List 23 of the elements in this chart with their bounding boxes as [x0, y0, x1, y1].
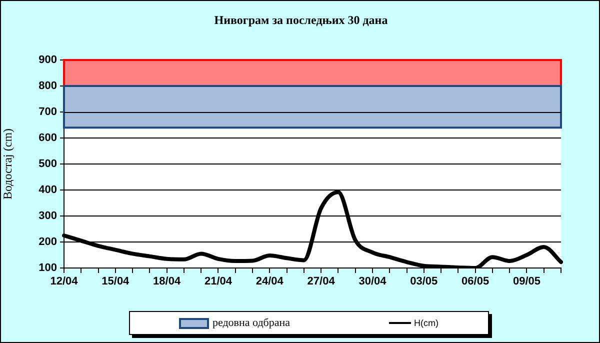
y-tick-label: 700 [38, 106, 57, 118]
x-tick-label: 15/04 [102, 276, 130, 288]
y-tick-label: 900 [38, 54, 57, 66]
y-tick-label: 400 [38, 184, 57, 196]
y-tick-label: 800 [38, 80, 57, 92]
chart-title: Нивограм за последњих 30 дана [213, 13, 389, 28]
y-axis-title: Водостај (cm) [0, 128, 14, 200]
x-tick-label: 27/04 [307, 276, 336, 288]
x-tick-label: 30/04 [358, 276, 388, 288]
x-tick-label: 06/05 [462, 276, 490, 288]
x-tick-label: 21/04 [204, 276, 233, 288]
y-tick-label: 300 [38, 210, 57, 222]
y-tick-label: 200 [38, 236, 57, 248]
x-tick-label: 12/04 [50, 276, 79, 288]
x-tick-label: 03/05 [410, 276, 438, 288]
legend-label: редовна одбрана [212, 317, 290, 329]
y-tick-label: 600 [38, 132, 57, 144]
x-tick-label: 18/04 [153, 276, 182, 288]
y-tick-label: 500 [38, 158, 57, 170]
x-tick-label: 09/05 [512, 276, 540, 288]
x-tick-label: 24/04 [256, 276, 284, 288]
y-tick-label: 100 [38, 262, 57, 274]
legend-label: H(cm) [414, 318, 438, 328]
